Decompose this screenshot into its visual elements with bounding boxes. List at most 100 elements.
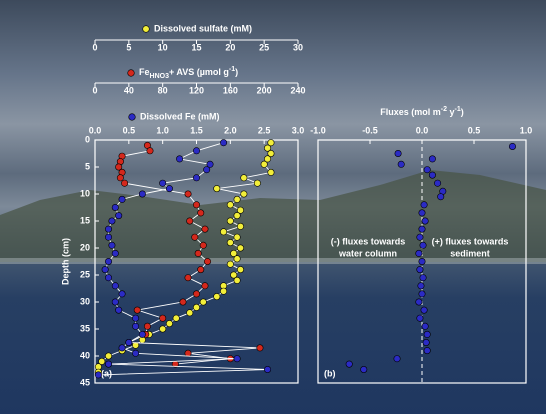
data-point [422,323,428,329]
data-point [268,169,274,175]
annotation: (-) fluxes towards [331,236,406,246]
y-tick-label: 30 [80,296,90,306]
data-point [227,202,233,208]
data-point [198,266,204,272]
x-tick-label: 30 [293,42,303,52]
x-tick-label: 40 [124,85,134,95]
x-tick-label: 240 [290,85,305,95]
y-axis-label: Depth (cm) [60,238,70,285]
y-tick-label: 10 [80,188,90,198]
data-point [202,226,208,232]
x-tick-label: 1.0 [156,125,169,135]
data-point [261,161,267,167]
data-point [394,356,400,362]
x-tick-label: -1.0 [310,125,326,135]
data-point [509,143,515,149]
data-point [419,226,425,232]
y-tick-label: 5 [85,161,90,171]
data-point [420,275,426,281]
data-point [361,366,367,372]
y-tick-label: 20 [80,242,90,252]
data-point [173,315,179,321]
data-point [139,191,145,197]
legend-marker [128,70,135,77]
data-point [102,266,108,272]
data-point [429,172,435,178]
data-point [227,261,233,267]
data-point [202,283,208,289]
axis-title: Fluxes (mol m-2 y-1) [380,106,464,118]
data-point [203,167,209,173]
legend-marker [129,114,136,121]
data-point [429,156,435,162]
text-part: y [447,107,455,117]
y-tick-label: 40 [80,350,90,360]
data-point [438,194,444,200]
data-point [419,210,425,216]
x-tick-label: 25 [259,42,269,52]
data-point [421,307,427,313]
data-point [132,315,138,321]
data-point [416,250,422,256]
page: 051015202530354045Depth (cm)(a)051015202… [0,0,546,414]
x-tick-label: 3.0 [292,125,305,135]
data-point [234,196,240,202]
data-point [200,242,206,248]
legend-label: Dissolved sulfate (mM) [154,23,252,33]
data-point [112,204,118,210]
x-tick-label: 2.0 [224,125,237,135]
data-point [241,175,247,181]
data-point [234,256,240,262]
data-point [398,161,404,167]
text-part: + AVS (µmol g [169,67,229,77]
data-point [105,258,111,264]
data-point [105,226,111,232]
data-point [185,275,191,281]
text-part: HNO3 [150,73,170,80]
data-point [159,326,165,332]
data-point [200,299,206,305]
data-point [187,310,193,316]
data-point [119,291,125,297]
data-point [117,175,123,181]
annotation: water column [338,248,397,258]
data-point [234,212,240,218]
data-point [105,353,111,359]
data-point [134,307,140,313]
x-tick-label: 15 [191,42,201,52]
data-point [193,202,199,208]
text-part: Fe [139,67,150,77]
legend-marker [143,26,150,33]
data-point [198,210,204,216]
data-point [264,366,270,372]
data-point [254,180,260,186]
data-point [119,196,125,202]
data-point [159,315,165,321]
data-point [418,283,424,289]
data-point [192,234,198,240]
x-tick-label: 0.0 [89,125,102,135]
data-point [105,234,111,240]
data-point [241,191,247,197]
data-point [395,150,401,156]
data-point [237,223,243,229]
data-point [112,250,118,256]
data-point [417,266,423,272]
data-point [166,320,172,326]
data-point [195,250,201,256]
annotation: sediment [450,248,490,258]
data-point [214,293,220,299]
axis-title: FeHNO3+ AVS (µmol g-1) [139,66,238,80]
data-point [95,372,101,378]
x-tick-label: 0.5 [468,125,481,135]
data-point [434,180,440,186]
data-point [220,140,226,146]
y-tick-label: 35 [80,323,90,333]
panel-label: (b) [324,368,336,378]
data-point [424,331,430,337]
x-tick-label: 200 [257,85,272,95]
data-point [185,191,191,197]
data-point [419,258,425,264]
data-point [159,180,165,186]
data-point [346,361,352,367]
